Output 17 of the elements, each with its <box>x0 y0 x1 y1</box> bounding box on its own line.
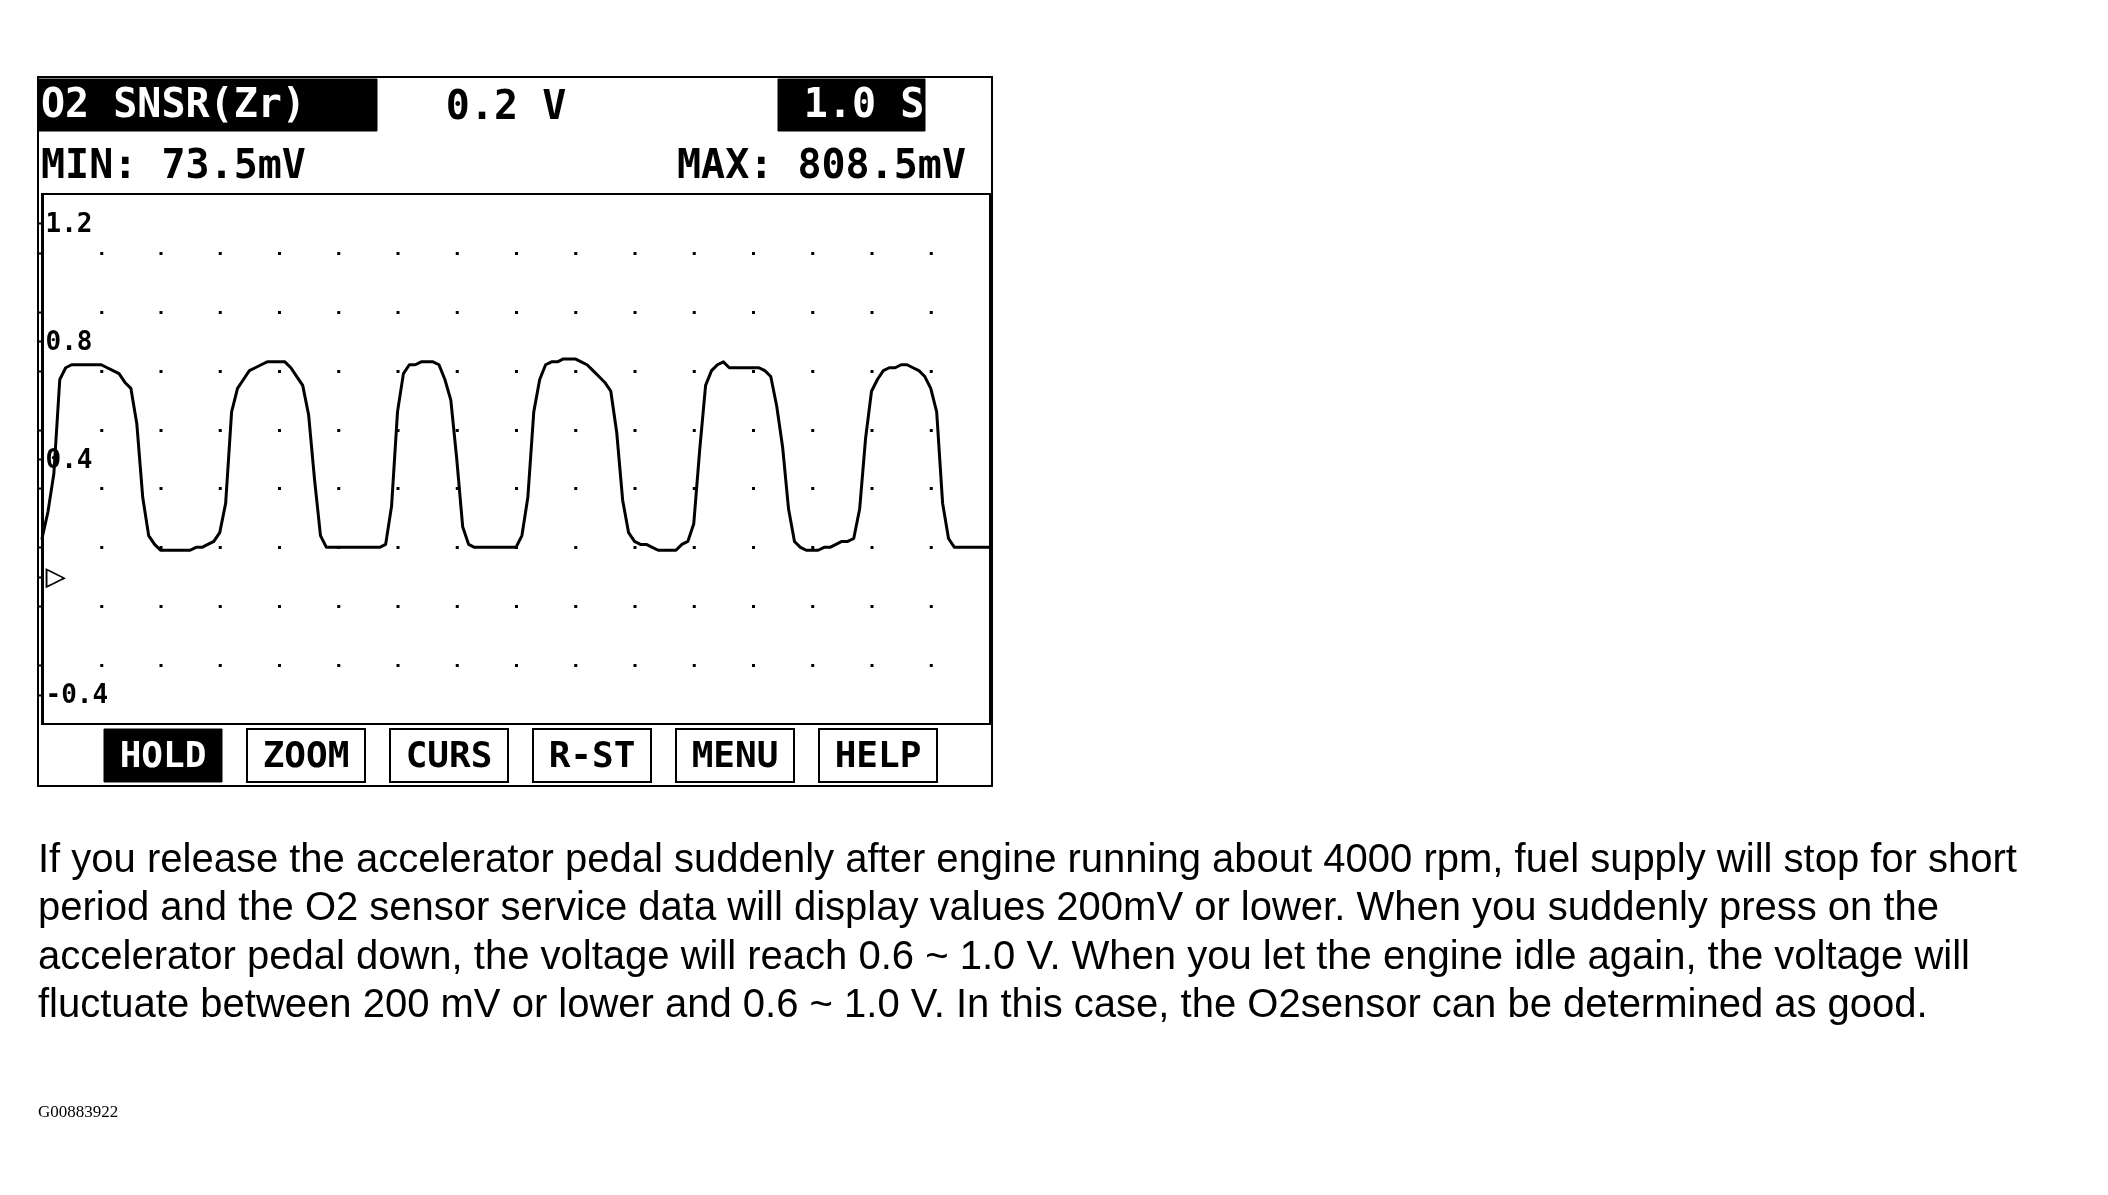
text: MAX: 808.5mV <box>677 141 966 187</box>
text: G00883922 <box>38 1102 119 1121</box>
text: 1.0 S <box>803 80 925 126</box>
y-tick-label: 1.2 <box>45 207 93 238</box>
y-tick-label: 0.8 <box>45 325 93 356</box>
text: If you release the accelerator pedal suddenly after engine running about 4000 rpm, fuel supply will stop for short period and the O2 sensor service data will display values 200mV or lower. When you suddenly press on the accelerator pedal down, the voltage will reach 0.6 ~ 1.0 V. When you let the engine idle again, the voltage will fluctuate between 200 mV or lower and 0.6 ~ 1.0 V. In this case, the O2sensor can be determined as good. <box>38 836 2017 1026</box>
chart-title: O2 SNSR(Zr) <box>41 80 306 126</box>
text: CURS <box>405 734 493 775</box>
y-tick-label: -0.4 <box>45 679 109 710</box>
y-tick-label: ▷ <box>45 555 67 596</box>
text: MENU <box>691 734 779 775</box>
text: MIN: 73.5mV <box>41 141 306 187</box>
text: ZOOM <box>262 734 350 775</box>
text: R-ST <box>548 734 636 775</box>
text: HELP <box>834 734 922 775</box>
text: HOLD <box>119 734 207 775</box>
text: 0.2 V <box>445 82 567 128</box>
